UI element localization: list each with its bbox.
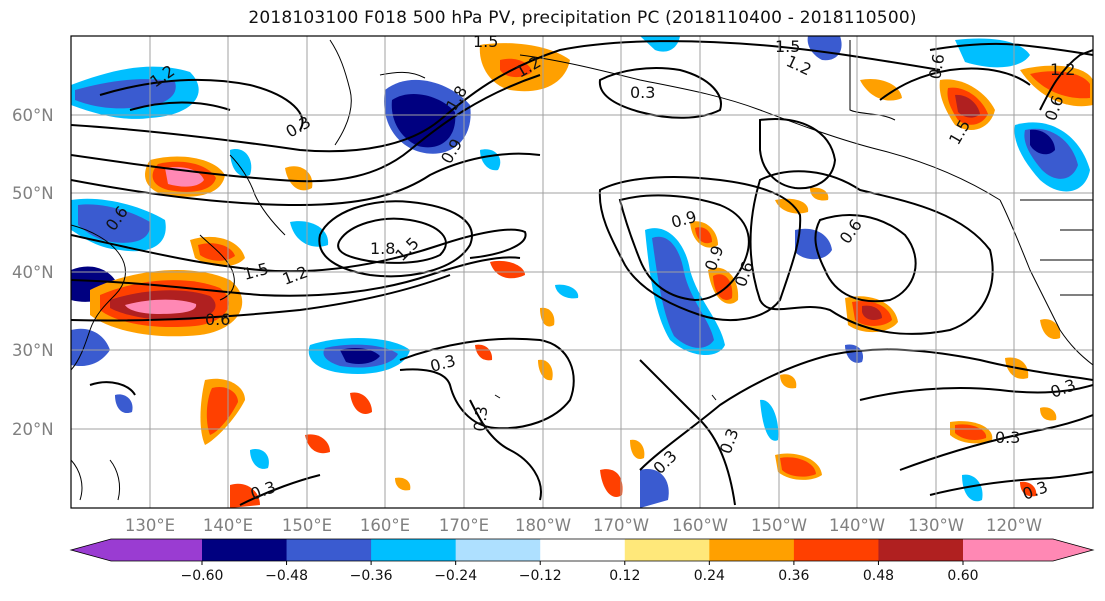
colorbar-segment: [624, 539, 710, 561]
lon-label: 150°E: [282, 516, 332, 535]
colorbar-segment: [963, 539, 1093, 561]
latitude-labels: 60°N 50°N 40°N 30°N 20°N: [12, 106, 54, 439]
colorbar-tick-label: −0.60: [181, 568, 224, 584]
colorbar-tick-label: 0.60: [947, 568, 978, 584]
colorbar-segment: [793, 539, 879, 561]
colorbar-tick-label: −0.48: [265, 568, 308, 584]
lon-label: 140°W: [829, 516, 885, 535]
lon-label: 140°E: [203, 516, 253, 535]
contour-label: 1.5: [775, 37, 800, 56]
map-border: [70, 35, 1094, 509]
colorbar-segment: [371, 539, 457, 561]
lon-label: 130°E: [125, 516, 175, 535]
lon-label: 170°W: [593, 516, 649, 535]
colorbar-segment: [709, 539, 795, 561]
colorbar-tick-label: 0.36: [778, 568, 809, 584]
colorbar-segment: [878, 539, 964, 561]
plot-title: 2018103100 F018 500 hPa PV, precipitatio…: [248, 8, 917, 28]
colorbar-tick-label: 0.12: [609, 568, 640, 584]
colorbar-outline: [69, 538, 1095, 562]
contour-label: 0.6: [205, 310, 230, 329]
colorbar-tick-label: −0.12: [519, 568, 562, 584]
pv-contours: [71, 40, 1093, 506]
contour-label: 0.3: [630, 83, 655, 102]
contour-label: 0.3: [995, 428, 1020, 447]
colorbar-tick-label: 0.48: [863, 568, 894, 584]
lat-label: 60°N: [12, 106, 54, 125]
gridlines: [71, 36, 1093, 508]
lat-label: 40°N: [12, 263, 54, 282]
lon-label: 160°W: [672, 516, 728, 535]
contour-label: 1.8: [370, 239, 395, 258]
precip-shading: [71, 36, 1093, 508]
lat-label: 20°N: [12, 420, 54, 439]
contour-label: 1.5: [473, 32, 498, 51]
contour-label: 1.2: [1050, 60, 1075, 79]
colorbar-tick-label: −0.24: [434, 568, 477, 584]
colorbar-segment: [455, 539, 541, 561]
contour-label: 0.6: [925, 52, 948, 80]
colorbar-segment: [540, 539, 626, 561]
colorbar: −0.60 −0.48 −0.36 −0.24 −0.12 0.12 0.24 0.36 0.4…: [69, 538, 1095, 584]
lon-label: 160°E: [360, 516, 410, 535]
lon-label: 180°W: [515, 516, 571, 535]
contour-label: 0.3: [470, 405, 491, 432]
lon-label: 170°E: [439, 516, 489, 535]
colorbar-tick-label: 0.24: [694, 568, 725, 584]
colorbar-tick-label: −0.36: [350, 568, 393, 584]
lat-label: 50°N: [12, 184, 54, 203]
colorbar-segment: [286, 539, 372, 561]
lon-label: 150°W: [751, 516, 807, 535]
lon-label: 130°W: [908, 516, 964, 535]
longitude-labels: 130°E 140°E 150°E 160°E 170°E 180°W 170°…: [125, 516, 1042, 535]
colorbar-segment: [71, 539, 202, 561]
colorbar-segment: [202, 539, 288, 561]
lat-label: 30°N: [12, 341, 54, 360]
lon-label: 120°W: [986, 516, 1042, 535]
